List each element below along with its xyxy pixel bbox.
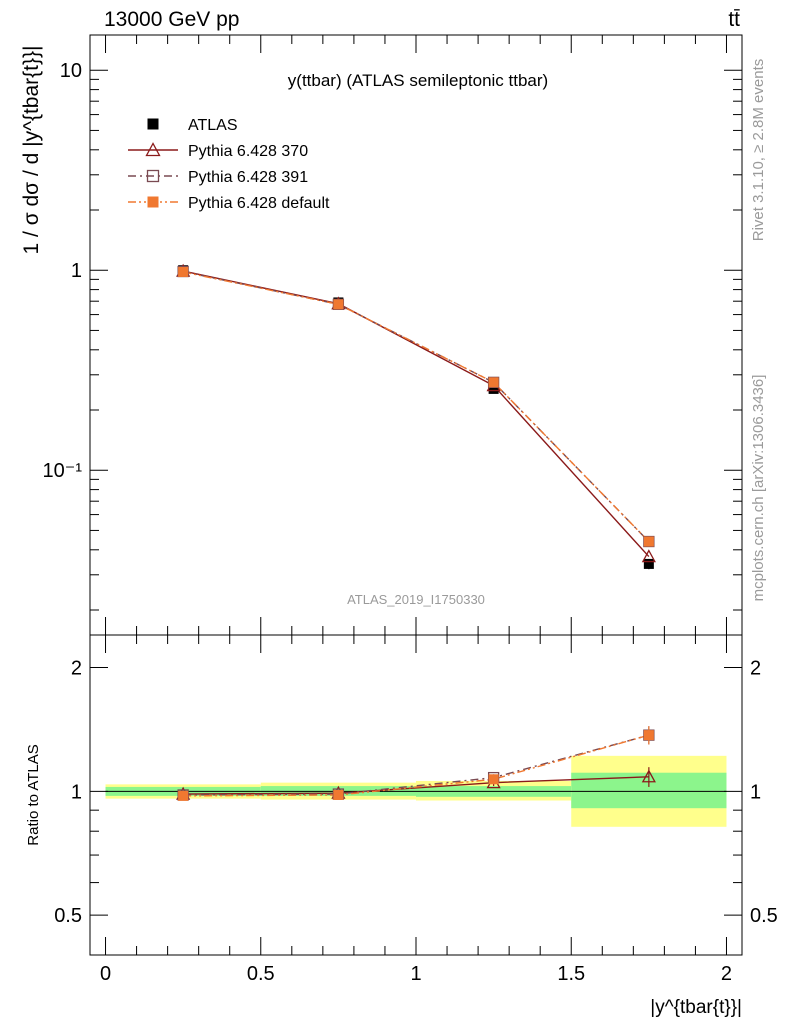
xtick-label: 1.5	[557, 963, 585, 985]
main-line-series-2	[182, 270, 650, 543]
main-ytick-label: 10	[60, 60, 82, 82]
ratio-ytick-label-left: 0.5	[54, 905, 82, 927]
ratio-ytick-label-right: 1	[750, 781, 761, 803]
main-point-3-2	[488, 377, 499, 388]
main-point-3-1	[333, 299, 344, 310]
xtick-label: 0.5	[247, 963, 275, 985]
process-label: tt̄	[728, 8, 740, 31]
plot-title: y(ttbar) (ATLAS semileptonic ttbar)	[288, 71, 548, 90]
main-point-3-3	[643, 536, 654, 547]
legend-marker-2	[146, 169, 160, 183]
main-line-series-3	[182, 271, 650, 543]
ratio-point-2-1	[333, 789, 344, 800]
ratio-line-series-1	[183, 734, 650, 796]
ratio-ytick-label-left: 2	[71, 658, 82, 680]
series-markers	[176, 263, 656, 801]
ratio-ytick-label-right: 0.5	[750, 905, 778, 927]
tick-labels: 10 1 10⁻¹ 2 2 1 1 0.5 0.5 0 0.5 1 1.5 2	[43, 60, 778, 985]
x-axis-label: |y^{tbar{t}}|	[650, 997, 742, 1018]
analysis-watermark: ATLAS_2019_I1750330	[347, 592, 485, 607]
energy-label: 13000 GeV pp	[104, 8, 239, 31]
legend-label-1: Pythia 6.428 370	[188, 143, 308, 160]
ratio-y-axis-label: Ratio to ATLAS	[25, 744, 42, 845]
main-point-3-0	[178, 266, 189, 277]
main-point-1-3	[641, 549, 656, 563]
mcplots-label: mcplots.cern.ch [arXiv:1306.3436]	[750, 375, 767, 602]
axis-ticks	[90, 35, 742, 956]
legend-marker-0	[147, 118, 159, 130]
main-point-0-2	[488, 383, 499, 394]
series-lines	[182, 270, 650, 797]
legend-marker-1	[145, 142, 161, 157]
ratio-point-2-2	[488, 774, 499, 785]
main-y-axis-label: 1 / σ dσ / d |y^{tbar{t}}|	[20, 46, 43, 255]
ratio-line-series-0	[183, 776, 649, 795]
legend: ATLAS Pythia 6.428 370 Pythia 6.428 391 Pyt…	[128, 117, 330, 212]
ratio-point-2-0	[178, 790, 189, 801]
legend-marker-3	[147, 196, 159, 208]
legend-label-2: Pythia 6.428 391	[188, 169, 308, 186]
ratio-line-series-2	[183, 734, 650, 797]
main-point-0-3	[643, 558, 654, 569]
main-ytick-label: 1	[71, 260, 82, 282]
legend-label-0: ATLAS	[188, 117, 238, 134]
ratio-ytick-label-left: 1	[71, 781, 82, 803]
ratio-bands	[105, 755, 727, 827]
xtick-label: 1	[410, 963, 421, 985]
xtick-label: 2	[721, 963, 732, 985]
main-line-series-1	[182, 270, 650, 558]
main-y-axis-label-text: 1 / σ dσ / d |y^{tbar{t}}|	[20, 46, 43, 255]
xtick-label: 0	[100, 963, 111, 985]
rivet-label: Rivet 3.1.10, ≥ 2.8M events	[750, 59, 767, 242]
ratio-point-2-3	[643, 730, 654, 741]
legend-label-3: Pythia 6.428 default	[188, 195, 330, 212]
ratio-point-0-3	[641, 769, 656, 783]
ratio-ytick-label-right: 2	[750, 658, 761, 680]
main-ytick-label: 10⁻¹	[43, 460, 83, 482]
